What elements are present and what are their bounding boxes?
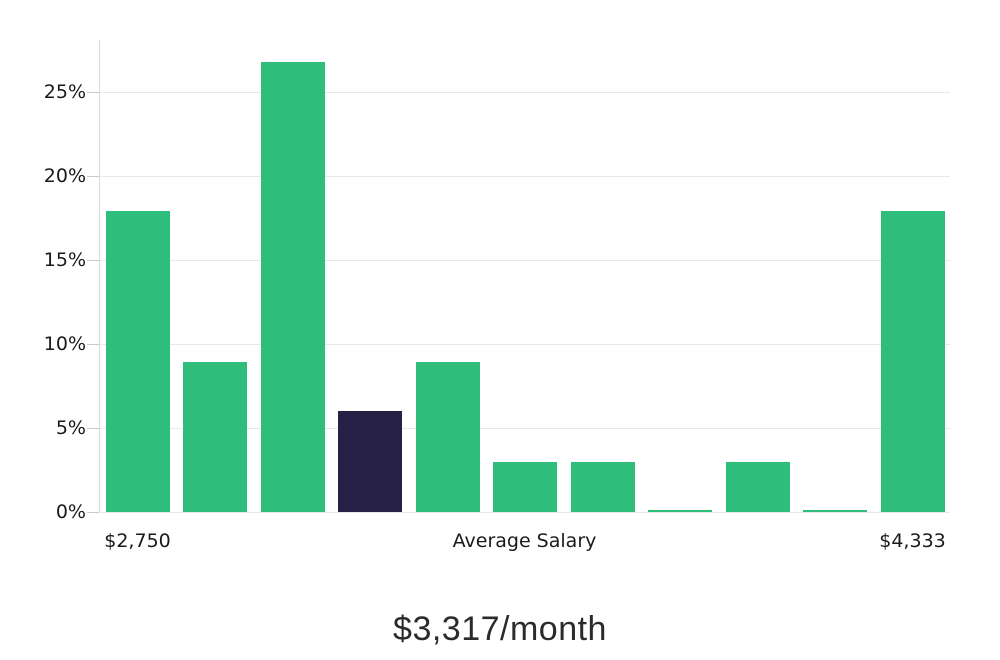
bar	[648, 510, 712, 512]
y-axis-tick	[87, 176, 99, 177]
gridline	[99, 428, 950, 429]
y-axis-tick	[87, 344, 99, 345]
x-tick-label-min-salary: $2,750	[104, 530, 171, 552]
bar	[880, 211, 945, 512]
y-tick-label: 5%	[55, 417, 86, 439]
y-tick-label: 25%	[43, 81, 86, 103]
bar	[415, 362, 480, 512]
gridline	[99, 512, 950, 513]
bar	[260, 62, 325, 512]
y-tick-label: 0%	[55, 501, 86, 523]
gridline	[99, 260, 950, 261]
x-tick-label-max-salary: $4,333	[879, 530, 946, 552]
y-axis-tick	[87, 260, 99, 261]
bar	[570, 462, 635, 512]
gridline	[99, 176, 950, 177]
y-tick-label: 10%	[43, 333, 86, 355]
y-axis-tick	[87, 512, 99, 513]
bar	[493, 462, 557, 512]
y-axis-line	[99, 40, 100, 512]
bar	[725, 462, 790, 512]
gridline	[99, 92, 950, 93]
x-axis-title-average-salary: Average Salary	[452, 530, 597, 552]
y-axis-tick	[87, 92, 99, 93]
gridline	[99, 344, 950, 345]
bar	[183, 362, 247, 512]
average-salary-caption: $3,317/month	[393, 610, 607, 648]
salary-distribution-chart: 0% 5% 10% 15% 20% 25% $2,750 Average Salary $…	[43, 40, 950, 552]
y-tick-label: 20%	[43, 165, 86, 187]
highlight-bar	[338, 411, 402, 512]
bar	[803, 510, 867, 512]
y-tick-label: 15%	[43, 249, 86, 271]
bar	[105, 211, 170, 512]
y-axis-tick	[87, 428, 99, 429]
